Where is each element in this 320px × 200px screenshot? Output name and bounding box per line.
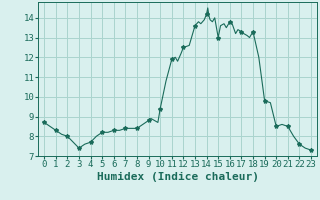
X-axis label: Humidex (Indice chaleur): Humidex (Indice chaleur): [97, 172, 259, 182]
